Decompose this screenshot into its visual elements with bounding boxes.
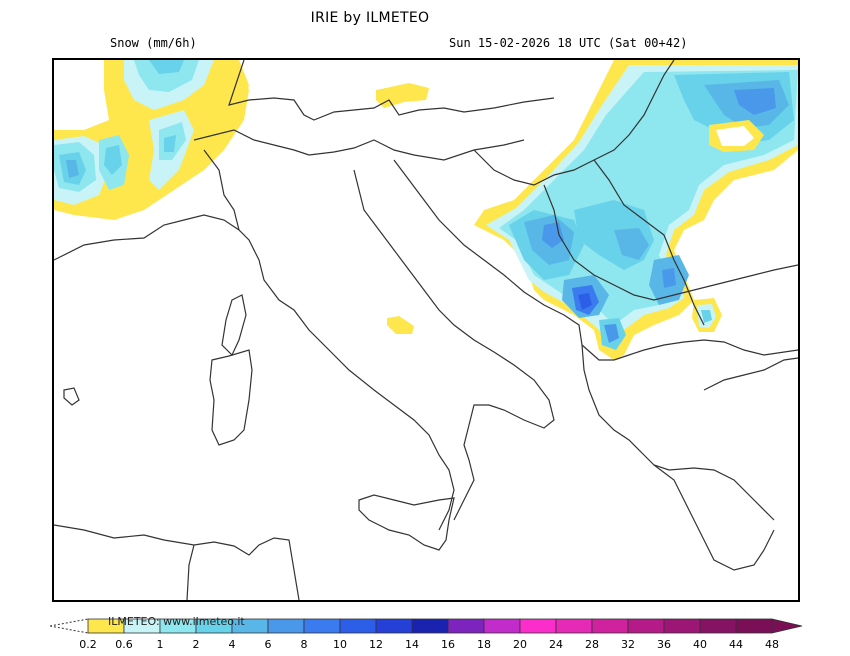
tick-label: 24 xyxy=(549,638,563,651)
valid-time-label: Sun 15-02-2026 18 UTC (Sat 00+42) xyxy=(449,36,688,50)
tick-label: 6 xyxy=(264,638,272,651)
snow-field-east xyxy=(474,60,798,360)
title-text: IRIE by ILMETEO xyxy=(310,10,430,26)
variable-label: Snow (mm/6h) xyxy=(110,36,197,50)
tick-label: 20 xyxy=(513,638,527,651)
colorbar-swatches xyxy=(87,618,803,634)
snow-field-germany xyxy=(376,83,429,108)
map-panel xyxy=(52,58,800,602)
tick-label: 28 xyxy=(585,638,599,651)
tick-label: 12 xyxy=(369,638,383,651)
tick-label: 1 xyxy=(156,638,164,651)
tick-label: 40 xyxy=(693,638,707,651)
tick-label: 32 xyxy=(621,638,635,651)
snow-field-abruzzo xyxy=(387,316,414,334)
tick-label: 44 xyxy=(729,638,743,651)
watermark: ILMETEO: www.ilmeteo.it xyxy=(108,615,245,628)
tick-label: 8 xyxy=(300,638,308,651)
chart-title: IRIE by ILMETEO xyxy=(0,10,850,26)
tick-label: 2 xyxy=(192,638,200,651)
tick-label: 0.6 xyxy=(115,638,133,651)
snow-field-west xyxy=(54,60,249,220)
tick-label: 4 xyxy=(228,638,236,651)
coastlines xyxy=(54,60,798,600)
colorbar-legend: ILMETEO: www.ilmeteo.it 0.2 0.6 1 2 4 6 … xyxy=(50,615,810,655)
tick-label: 18 xyxy=(477,638,491,651)
tick-label: 14 xyxy=(405,638,419,651)
tick-label: 36 xyxy=(657,638,671,651)
tick-label: 10 xyxy=(333,638,347,651)
tick-label: 16 xyxy=(441,638,455,651)
colorbar-svg xyxy=(50,618,803,634)
tick-label: 48 xyxy=(765,638,779,651)
tick-label: 0.2 xyxy=(79,638,97,651)
map-svg xyxy=(54,60,798,600)
